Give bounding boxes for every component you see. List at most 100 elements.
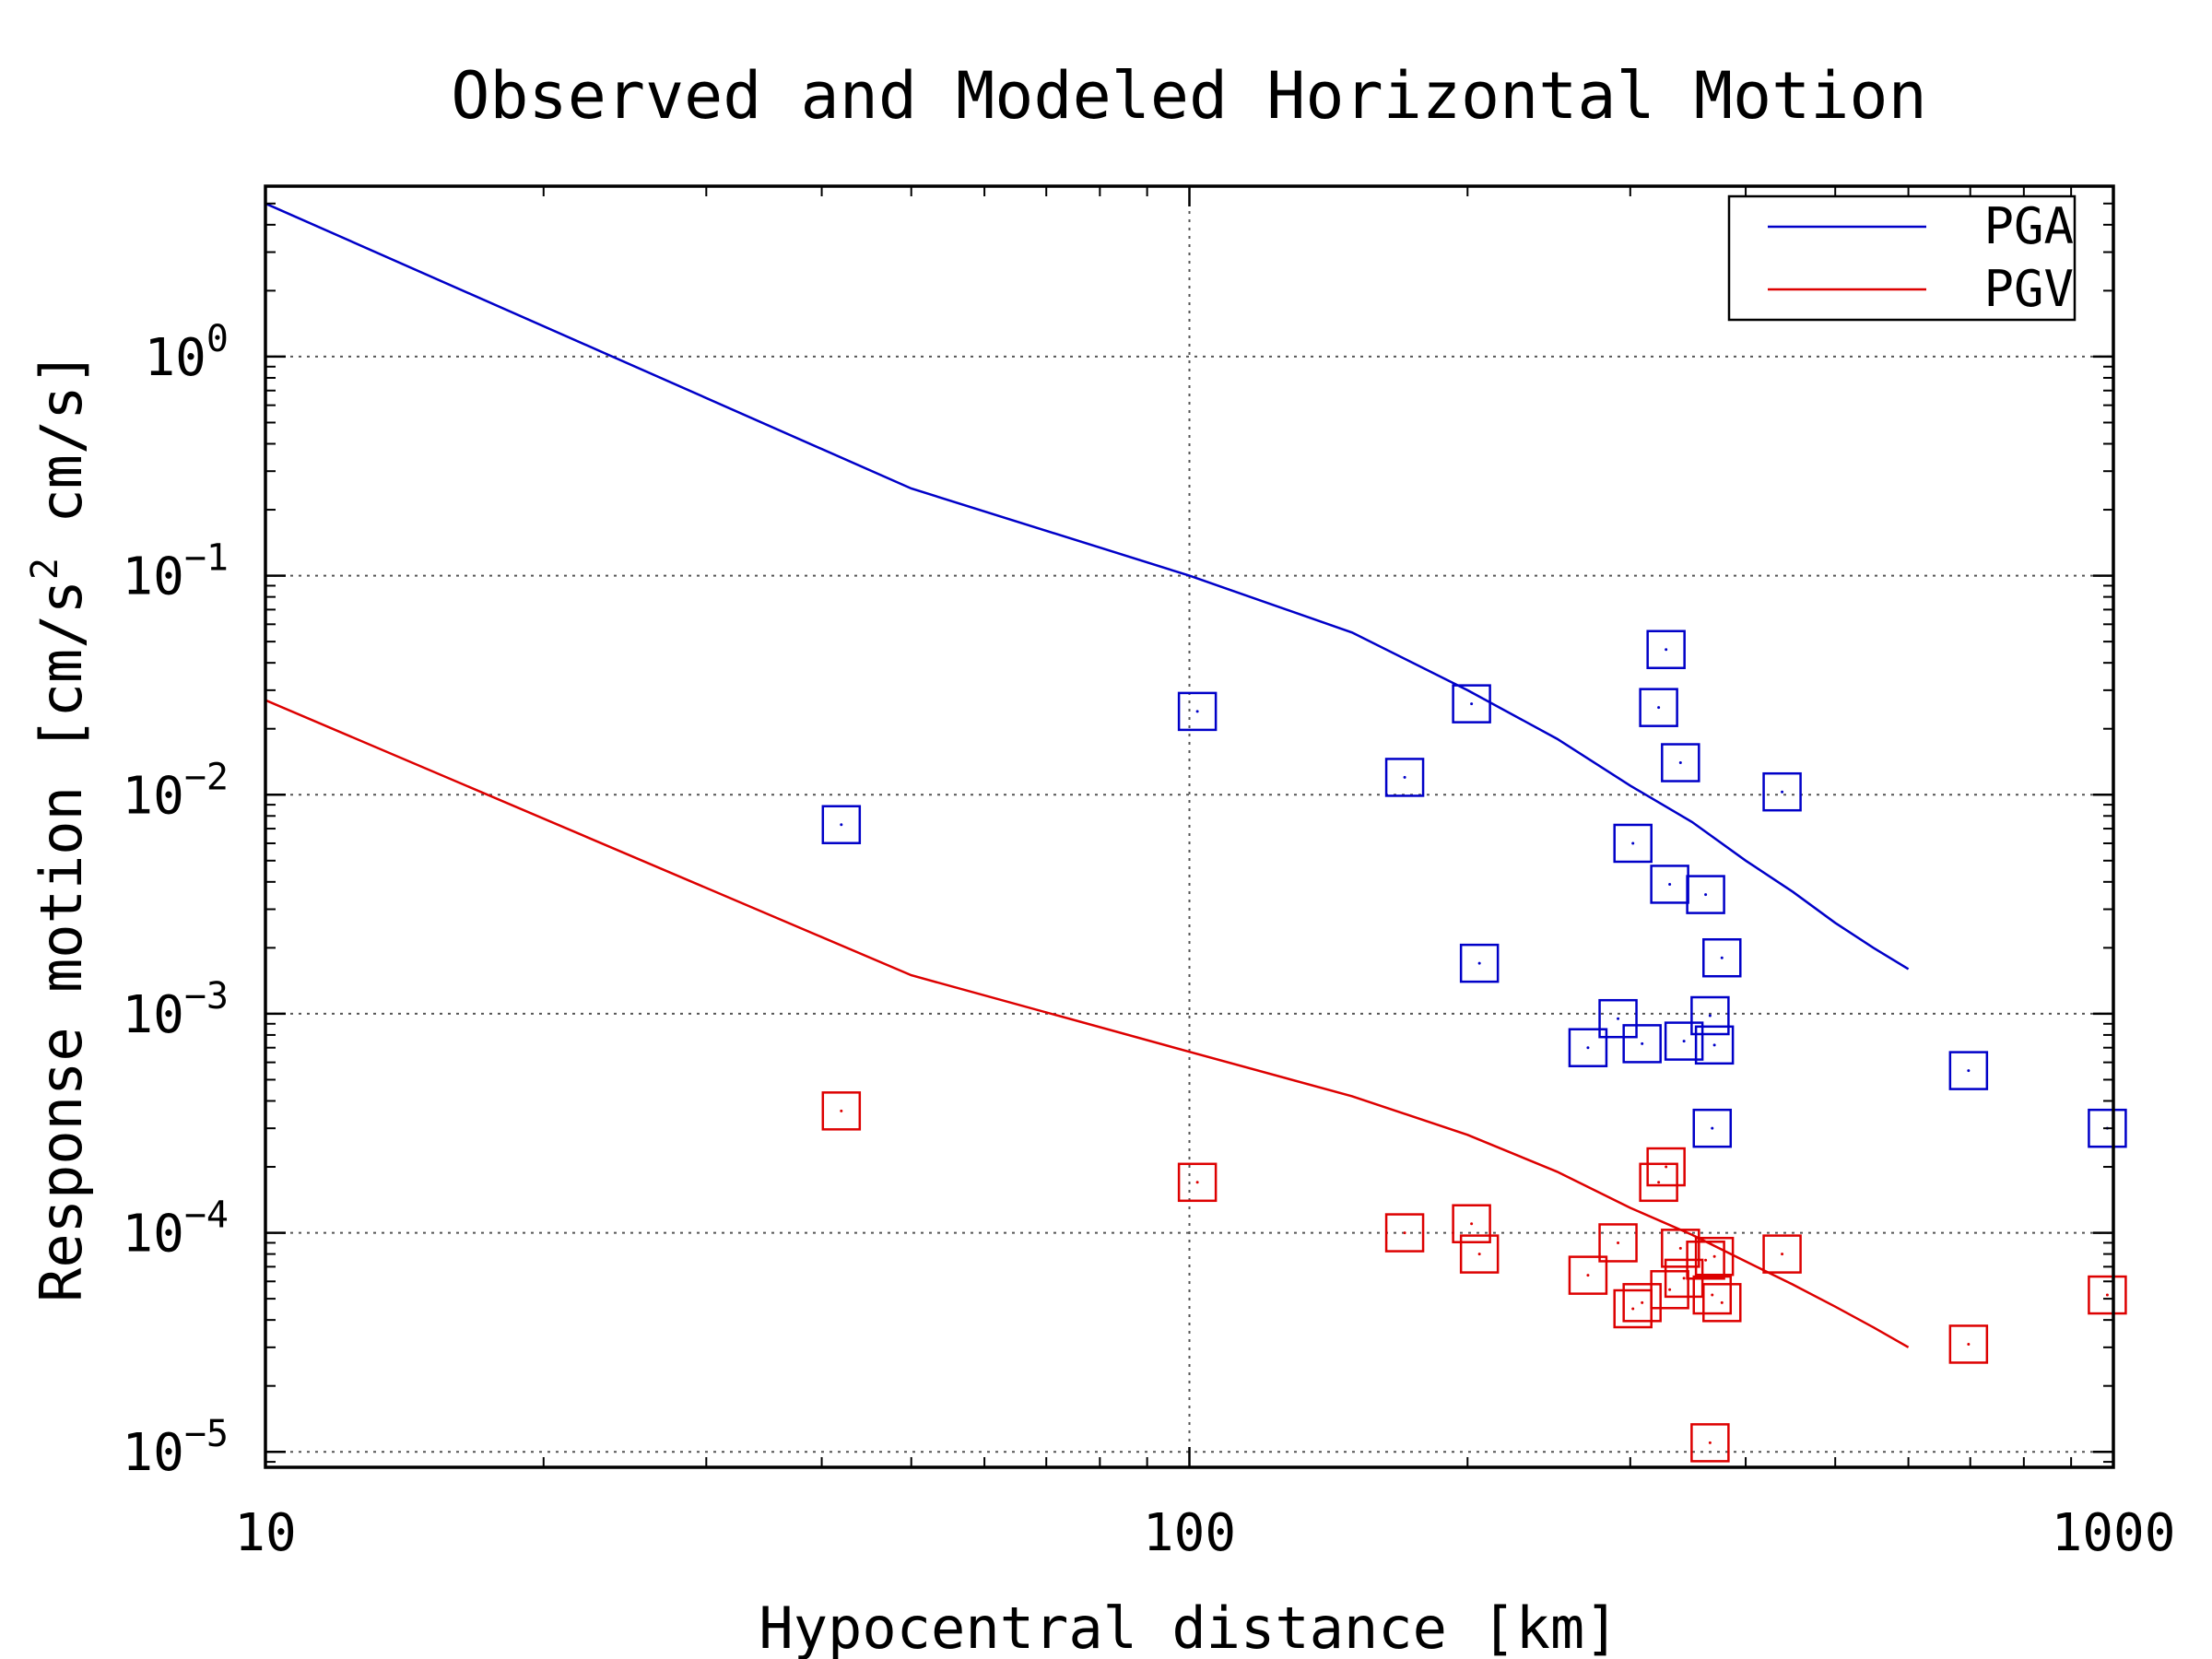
point-center-pgv bbox=[1403, 1231, 1406, 1235]
point-pga bbox=[1762, 771, 1802, 812]
x-tick-label: 1000 bbox=[2052, 1503, 2176, 1563]
point-center-pgv bbox=[1682, 1277, 1686, 1280]
point-pga bbox=[821, 805, 862, 844]
y-tick-labels: 100 10−1 10−2 10−3 10−4 10−5 bbox=[122, 318, 229, 1483]
point-center-pga bbox=[1403, 775, 1406, 779]
point-center-pga bbox=[1668, 882, 1672, 886]
chart-title: Observed and Modeled Horizontal Motion bbox=[451, 58, 1926, 134]
point-center-pgv bbox=[1711, 1293, 1714, 1297]
point-pga bbox=[1452, 684, 1491, 724]
y-tick-label: 10−5 bbox=[122, 1413, 229, 1483]
point-pga bbox=[1646, 629, 1686, 669]
y-axis-label-text: Response motion [cm/s bbox=[28, 580, 95, 1302]
y-axis-label-superscript: 2 bbox=[24, 558, 66, 580]
point-pgv bbox=[1694, 1236, 1735, 1277]
point-pgv bbox=[1661, 1229, 1700, 1268]
point-center-pgv bbox=[1712, 1254, 1716, 1258]
tick-marks bbox=[264, 186, 2115, 1467]
y-tick-label: 10−1 bbox=[122, 537, 229, 607]
point-pgv bbox=[1702, 1283, 1742, 1323]
point-pgv bbox=[1452, 1204, 1491, 1243]
point-center-pgv bbox=[1665, 1165, 1668, 1169]
y-tick-label: 10−3 bbox=[122, 975, 229, 1045]
point-center-pga bbox=[1586, 1046, 1590, 1050]
x-tick-label: 10 bbox=[234, 1503, 296, 1563]
point-pga bbox=[1613, 823, 1653, 864]
point-center-pga bbox=[1967, 1069, 1971, 1073]
point-pgv bbox=[1568, 1255, 1608, 1295]
point-pga bbox=[1177, 691, 1218, 732]
point-center-pga bbox=[1657, 706, 1661, 710]
point-pga bbox=[1702, 937, 1742, 978]
x-tick-labels: 10 100 1000 bbox=[234, 1503, 2175, 1563]
point-pgv bbox=[1948, 1324, 1989, 1364]
line-pga bbox=[265, 202, 1910, 971]
legend: PGA PGV bbox=[1727, 194, 2077, 322]
point-center-pga bbox=[1665, 648, 1668, 652]
point-center-pga bbox=[1711, 1126, 1714, 1130]
point-center-pga bbox=[1641, 1041, 1644, 1045]
point-pga bbox=[1598, 998, 1638, 1039]
legend-label-pgv: PGV bbox=[1983, 260, 2074, 318]
model-lines bbox=[265, 202, 1910, 1348]
grid bbox=[265, 186, 2113, 1467]
point-pgv bbox=[1692, 1275, 1733, 1315]
point-pgv bbox=[1639, 1162, 1678, 1203]
point-pga bbox=[1690, 995, 1730, 1036]
point-center-pgv bbox=[1678, 1246, 1682, 1250]
point-center-pgv bbox=[1586, 1274, 1590, 1277]
point-center-pga bbox=[1712, 1043, 1716, 1047]
point-center-pgv bbox=[1477, 1253, 1481, 1256]
point-center-pga bbox=[1195, 710, 1199, 713]
y-tick-label: 10−4 bbox=[122, 1194, 229, 1265]
point-pga bbox=[1622, 1024, 1662, 1064]
legend-label-pga: PGA bbox=[1983, 197, 2074, 255]
point-center-pga bbox=[1708, 1014, 1712, 1018]
point-pgv bbox=[1598, 1223, 1638, 1263]
point-center-pgv bbox=[1708, 1441, 1712, 1444]
point-pgv bbox=[1686, 1241, 1725, 1280]
point-pga bbox=[1664, 1021, 1704, 1061]
point-center-pgv bbox=[1195, 1181, 1199, 1184]
point-center-pgv bbox=[1668, 1288, 1672, 1291]
point-center-pga bbox=[1678, 761, 1682, 765]
point-center-pgv bbox=[1704, 1258, 1708, 1262]
point-center-pga bbox=[1781, 790, 1784, 794]
point-center-pga bbox=[1470, 702, 1474, 706]
point-pgv bbox=[1646, 1147, 1686, 1187]
point-pga bbox=[1568, 1028, 1608, 1067]
point-center-pga bbox=[1682, 1040, 1686, 1043]
point-center-pgv bbox=[1657, 1181, 1661, 1184]
point-pga bbox=[1686, 875, 1725, 914]
y-tick-label: 100 bbox=[144, 318, 229, 388]
point-pgv bbox=[1690, 1423, 1730, 1463]
point-pga bbox=[1661, 743, 1700, 782]
x-axis-label: Hypocentral distance [km] bbox=[759, 1594, 1618, 1659]
point-center-pgv bbox=[1641, 1300, 1644, 1304]
point-center-pgv bbox=[1617, 1241, 1620, 1244]
point-center-pgv bbox=[1781, 1253, 1784, 1256]
point-pgv bbox=[1177, 1162, 1218, 1203]
point-center-pga bbox=[1704, 893, 1708, 897]
point-pgv bbox=[1622, 1283, 1662, 1323]
observed-points bbox=[821, 629, 2127, 1463]
point-pga bbox=[1692, 1108, 1733, 1148]
point-center-pga bbox=[1631, 841, 1635, 845]
point-pgv bbox=[1650, 1270, 1689, 1310]
point-center-pga bbox=[840, 823, 843, 827]
point-center-pgv bbox=[1720, 1300, 1724, 1304]
point-pga bbox=[1384, 758, 1425, 797]
point-pga bbox=[1948, 1051, 1989, 1090]
point-center-pgv bbox=[1967, 1342, 1971, 1346]
point-pgv bbox=[1762, 1234, 1802, 1274]
point-pgv bbox=[2088, 1275, 2127, 1315]
y-axis-label: Response motion [cm/s2 cm/s] bbox=[24, 351, 95, 1302]
point-center-pga bbox=[1477, 961, 1481, 965]
point-pga bbox=[1639, 688, 1678, 727]
point-pgv bbox=[1459, 1234, 1500, 1274]
point-center-pgv bbox=[1470, 1222, 1474, 1226]
line-pgv bbox=[265, 699, 1910, 1348]
x-tick-label: 100 bbox=[1143, 1503, 1236, 1563]
point-pga bbox=[1459, 943, 1500, 983]
